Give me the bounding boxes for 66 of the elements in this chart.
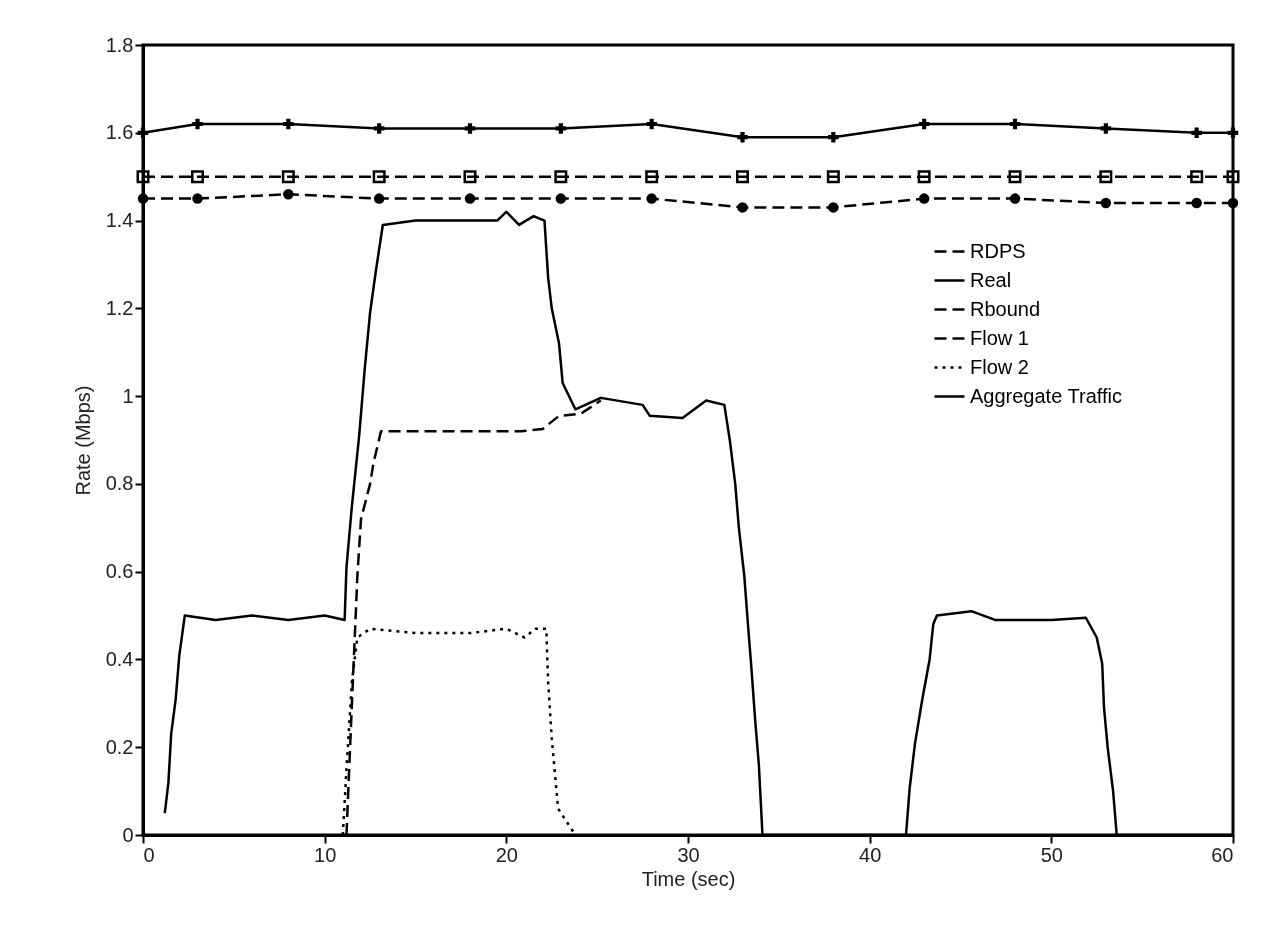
x-tick-label: 50 [1040,843,1063,866]
y-tick-label: 0.6 [105,560,134,583]
x-tick-label: 10 [314,843,337,866]
point [192,193,203,204]
point [373,193,385,204]
point [464,123,476,134]
legend-label: Aggregate Traffic [970,384,1122,407]
point [191,170,204,184]
point [281,170,295,184]
point [136,170,150,184]
point [464,193,476,204]
point [554,170,568,184]
y-tick-label: 0 [122,823,134,846]
point [1226,170,1240,184]
x-tick-label: 60 [1211,843,1234,866]
legend-label: Flow 2 [970,355,1029,378]
legend-label: Real [970,268,1012,291]
point [918,118,930,130]
x-tick-label: 30 [677,843,700,866]
point [826,170,840,184]
x-axis-title: Time (sec) [641,867,736,890]
point [1100,123,1112,134]
point [737,131,748,143]
x-tick-label: 20 [495,843,518,866]
point [1009,193,1021,204]
y-tick-label: 0.8 [105,472,134,495]
legend-label: Rbound [970,297,1041,320]
point [1191,197,1202,209]
point [646,193,657,204]
point [917,170,931,184]
y-tick-label: 1.8 [105,33,134,56]
y-tick-label: 1.2 [105,296,134,319]
x-tick-label: 40 [859,843,882,866]
point [1227,197,1239,209]
y-tick-label: 1.4 [105,209,134,232]
legend-label: Flow 1 [970,326,1029,349]
point [1100,197,1112,209]
point [1009,118,1021,130]
y-tick-label: 1.6 [105,121,134,144]
point [463,170,477,184]
point [555,123,567,134]
point [645,170,659,184]
point [283,188,294,200]
point [283,118,294,130]
point [137,193,149,204]
point [1190,170,1204,184]
point [736,170,749,184]
x-tick-label: 0 [143,843,155,866]
y-tick-label: 0.4 [105,647,134,670]
point [828,202,839,213]
point [1227,127,1239,139]
point [1008,170,1022,184]
point [737,202,748,213]
y-axis-title: Rate (Mbps) [71,385,94,496]
point [373,123,385,134]
point [1191,127,1202,139]
point [918,193,930,204]
legend-label: RDPS [970,239,1026,262]
point [372,170,386,184]
point [828,131,839,143]
point [555,193,567,204]
y-tick-label: 0.2 [105,735,134,758]
point [192,118,203,130]
point [1099,170,1113,184]
point [646,118,657,130]
y-tick-label: 1 [122,384,134,407]
